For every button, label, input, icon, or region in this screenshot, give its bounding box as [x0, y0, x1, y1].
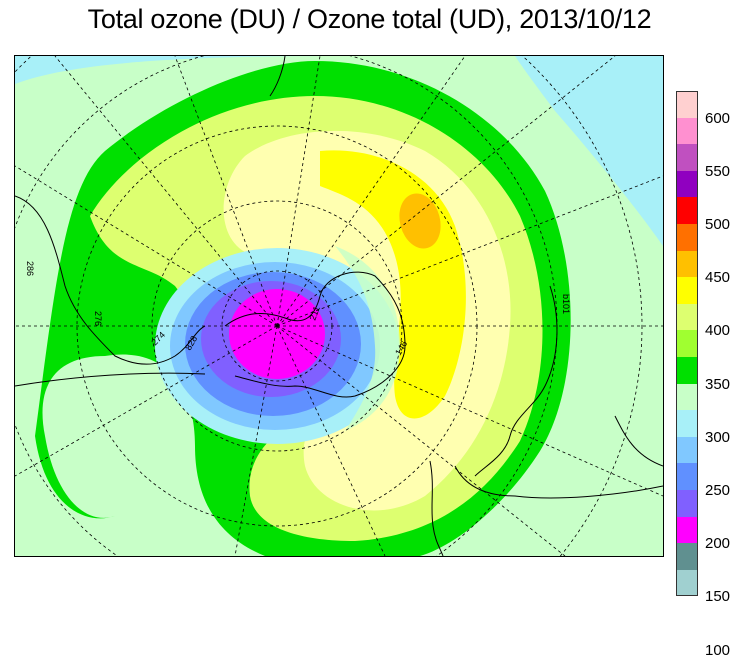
legend-swatch [676, 303, 698, 331]
legend-label: 450 [705, 269, 731, 287]
legend-swatch [676, 463, 698, 490]
legend-label: 500 [705, 216, 731, 233]
legend-label: 150 [705, 588, 731, 606]
legend-swatch [676, 436, 698, 464]
legend-label: 100 [705, 641, 731, 659]
legend-swatch [676, 569, 698, 597]
ozone-map-svg: b101 286 276 274 828 211 146 [15, 56, 663, 556]
ozone-band-edge [515, 56, 663, 246]
color-legend [676, 91, 698, 597]
legend-label: 350 [705, 375, 731, 393]
legend-swatch [676, 356, 698, 384]
legend-swatch [676, 330, 698, 357]
legend-swatch [676, 170, 698, 198]
map-label-6: 211 [307, 305, 321, 322]
legend-label: 250 [705, 482, 731, 499]
coastlines [15, 56, 663, 556]
legend-swatch [676, 410, 698, 437]
ozone-hole-150 [229, 289, 325, 379]
ozone-band-overlay [335, 246, 400, 431]
legend-swatch [676, 277, 698, 304]
legend-swatch [676, 117, 698, 145]
ozone-map: b101 286 276 274 828 211 146 [14, 55, 664, 557]
ozone-band-425 [399, 193, 441, 249]
legend-swatch [676, 91, 698, 118]
map-label-1: b101 [561, 294, 571, 314]
legend-swatch [676, 489, 698, 517]
legend-swatch [676, 144, 698, 171]
legend-swatch [676, 543, 698, 570]
legend-swatch [676, 223, 698, 251]
legend-swatch [676, 516, 698, 544]
legend-swatch [676, 383, 698, 411]
map-label-2: 286 [25, 261, 35, 276]
legend-label: 600 [705, 109, 731, 127]
legend-swatch [676, 250, 698, 278]
legend-label: 300 [705, 428, 731, 446]
legend-label: 400 [705, 322, 731, 340]
map-label-3: 276 [93, 311, 103, 326]
legend-label: 200 [705, 535, 731, 553]
graticule [15, 56, 663, 556]
map-title: Total ozone (DU) / Ozone total (UD), 201… [87, 4, 652, 34]
legend-swatch [676, 197, 698, 224]
legend-label: 550 [705, 162, 731, 180]
